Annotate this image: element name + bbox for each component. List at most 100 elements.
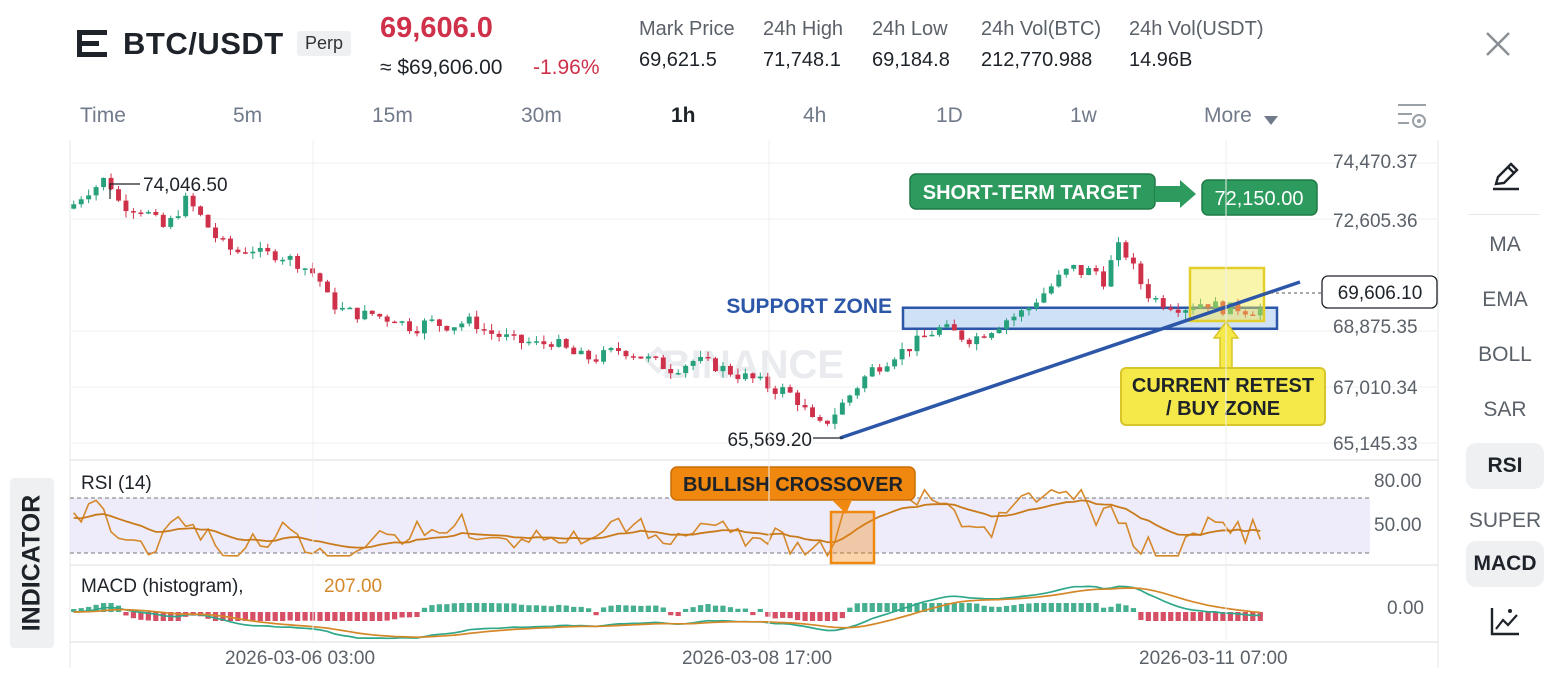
macd-bar [130,612,137,619]
macd-bar [974,603,980,612]
macd-bar [608,605,614,612]
macd-bar [362,612,368,621]
macd-bar [1242,612,1248,621]
tab-1w[interactable]: 1w [1070,104,1097,127]
sidebar-item-ema[interactable]: EMA [1482,288,1528,311]
candle-body [183,195,189,217]
approx-usd-price: ≈ $69,606.00 [380,56,503,79]
macd-bar [936,603,942,612]
chevron-down-icon[interactable] [1264,112,1278,130]
candle-body [548,344,554,347]
candle-body [1019,310,1024,317]
sidebar-item-rsi[interactable]: RSI [1466,443,1544,489]
bullish-crossover-callout [670,466,916,501]
support-zone-label: SUPPORT ZONE [726,295,892,318]
retest-label-line2: / BUY ZONE [1166,398,1280,420]
candle-body [190,195,196,207]
sidebar-item-macd[interactable]: MACD [1466,541,1544,587]
candle-body [130,211,136,213]
macd-bar [809,612,816,621]
tab-30m[interactable]: 30m [521,104,562,127]
macd-bar [794,612,801,621]
candle-body [1138,263,1144,285]
candle-body [974,336,980,345]
price-axis-label: 68,875.35 [1333,317,1418,338]
candle-body [810,407,815,418]
candle-body [533,341,539,343]
candle-body [466,316,472,324]
sidebar-item-sar[interactable]: SAR [1483,398,1527,421]
chart-settings-icon[interactable] [1397,102,1427,135]
candle-body [1190,308,1196,311]
candle-body [526,341,532,344]
candle-body [198,206,204,215]
candle-body [1227,302,1233,315]
current-price-tag [1321,275,1438,309]
candle-body [1160,298,1166,308]
close-icon[interactable] [1485,31,1511,57]
macd-bar [787,612,793,619]
candle-body [1153,298,1159,300]
tab-4h[interactable]: 4h [803,104,827,127]
candle-body [899,348,905,360]
indicator-chart-icon[interactable] [1489,605,1521,642]
macd-bar [1205,612,1211,621]
sidebar-item-ma[interactable]: MA [1489,233,1521,256]
macd-bar [847,607,853,612]
retest-highlight-box [1188,266,1266,323]
callout-pointer [832,500,852,514]
tab-time[interactable]: Time [80,104,126,127]
tab-15m[interactable]: 15m [372,104,413,127]
candle-body [123,200,129,212]
macd-bar [1071,603,1077,612]
tab-1d[interactable]: 1D [936,104,963,127]
macd-bar [683,608,689,612]
menu-icon[interactable] [77,29,107,59]
candle-body [1078,265,1084,276]
macd-bar [1108,606,1114,612]
chart-frame [69,140,1439,668]
candle-body [175,216,181,218]
sidebar-item-boll[interactable]: BOLL [1478,343,1532,366]
macd-bar [1093,603,1099,612]
indicator-tab[interactable]: INDICATOR [10,478,54,648]
candle-body [504,334,510,337]
candle-body [989,333,995,338]
macd-bar [511,603,517,612]
macd-bar [1063,603,1069,612]
candle-body [1101,271,1107,287]
arrow-right-icon [1155,180,1196,208]
tab-1h[interactable]: 1h [671,104,696,127]
short-term-target-label: SHORT-TERM TARGET [923,182,1142,204]
macd-bar [71,609,77,612]
macd-bar [571,606,577,612]
sidebar-item-super[interactable]: SUPER [1468,509,1542,532]
macd-bar [944,603,950,612]
macd-bar [1175,612,1181,621]
rsi-axis-label: 50.00 [1374,515,1422,536]
macd-bar [802,612,808,621]
candle-body [996,328,1002,334]
tab-5m[interactable]: 5m [233,104,263,127]
candle-body [257,247,263,252]
candle-body [892,359,898,367]
tab-more[interactable]: More [1204,104,1252,127]
macd-bar [474,603,480,612]
candle-body [1257,308,1263,316]
draw-pencil-icon[interactable] [1490,160,1522,197]
macd-bar [339,612,345,621]
symbol-title[interactable]: BTC/USDT [123,26,284,61]
candle-body [936,327,942,335]
candle-body [160,214,166,227]
candle-body [921,335,927,338]
macd-bar [727,607,734,612]
stat-value: 69,184.8 [872,49,950,71]
candle-body [847,395,853,403]
candle-body [347,307,353,310]
candle-body [929,334,935,337]
candle-body [630,356,636,358]
macd-bar [272,612,278,621]
candle-body [227,238,233,250]
candle-body [511,334,517,336]
